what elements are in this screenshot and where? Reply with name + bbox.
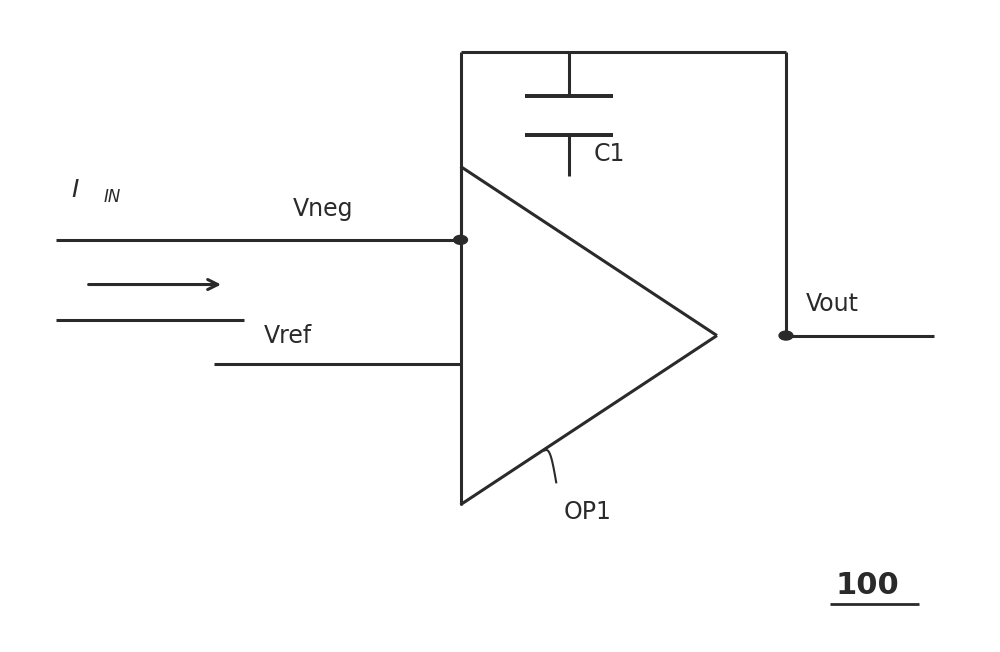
Circle shape [779,331,793,340]
Text: OP1: OP1 [564,500,612,524]
Text: Vref: Vref [263,324,312,348]
Text: IN: IN [104,188,121,206]
Text: C1: C1 [594,143,625,166]
Circle shape [454,235,467,244]
Text: I: I [71,177,78,201]
Text: Vout: Vout [806,293,859,316]
Text: Vneg: Vneg [293,197,353,221]
Text: 100: 100 [835,571,899,600]
